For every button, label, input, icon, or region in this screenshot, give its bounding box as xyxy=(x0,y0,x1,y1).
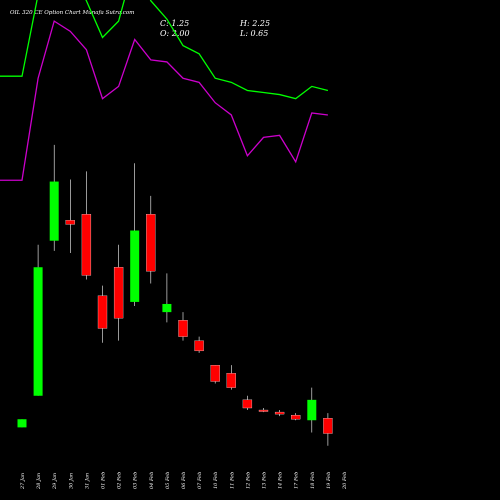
date-tick-label: 29 Jan xyxy=(52,473,58,490)
bearish-candle-body xyxy=(146,214,156,272)
candle xyxy=(97,285,108,343)
bearish-candle-body xyxy=(323,418,333,434)
date-tick-label: 12 Feb xyxy=(245,472,251,489)
date-tick-label: 04 Feb xyxy=(149,472,155,489)
date-tick-label: 03 Feb xyxy=(133,472,139,489)
candle xyxy=(49,144,59,251)
candle xyxy=(274,410,285,417)
candle xyxy=(65,179,75,253)
date-tick-label: 18 Feb xyxy=(310,472,316,489)
candle xyxy=(242,395,253,411)
bearish-candle-body xyxy=(194,340,204,352)
bullish-candle-body xyxy=(307,399,317,421)
bullish-candle-body xyxy=(162,303,172,313)
date-tick-label: 13 Feb xyxy=(262,472,268,489)
date-tick-label: 07 Feb xyxy=(197,472,203,489)
date-tick-label: 28 Jan xyxy=(36,473,42,490)
date-label-layer: 27 Jan 28 Jan 29 Jan 30 Jan 31 Jan 01 Feb 02 F… xyxy=(20,472,348,490)
close-readout: C: 1.25 xyxy=(160,19,190,28)
candle xyxy=(307,387,317,433)
bearish-candle-body xyxy=(226,373,236,388)
moving-average-layer xyxy=(0,0,329,181)
date-tick-label: 10 Feb xyxy=(213,472,219,489)
date-tick-label: 31 Jan xyxy=(84,473,90,489)
date-tick-label: 14 Feb xyxy=(278,472,284,489)
candle xyxy=(258,408,269,413)
bullish-candle-body xyxy=(33,267,43,396)
bullish-candle-body xyxy=(17,419,27,428)
date-tick-label: 19 Feb xyxy=(326,472,332,489)
high-readout: H: 2.25 xyxy=(240,19,271,28)
moving-average-line-2 xyxy=(0,20,328,181)
candle xyxy=(33,244,43,396)
candle xyxy=(162,273,172,323)
moving-average-line-1 xyxy=(0,0,329,100)
bearish-candle-body xyxy=(113,267,124,319)
bearish-candle-body xyxy=(65,220,75,225)
low-readout: L: 0.65 xyxy=(240,29,269,38)
date-tick-label: 17 Feb xyxy=(294,472,300,489)
bearish-candle-body xyxy=(291,414,301,420)
date-tick-label: 30 Jan xyxy=(68,473,74,489)
bearish-candle-body xyxy=(210,365,220,382)
candle xyxy=(178,312,188,341)
candle xyxy=(113,244,124,341)
bullish-candle-body xyxy=(130,230,140,302)
date-tick-label: 27 Jan xyxy=(20,473,26,490)
bearish-candle-body xyxy=(274,411,285,415)
candle xyxy=(291,413,301,421)
date-tick-label: 01 Feb xyxy=(101,472,107,489)
date-tick-label: 06 Feb xyxy=(181,472,187,489)
open-readout: O: 2.00 xyxy=(160,29,190,38)
chart-title: OIL 320 CE Option Chart Munafa Sutra.com xyxy=(10,10,135,16)
bullish-candle-body xyxy=(49,181,59,241)
date-tick-label: 20 Feb xyxy=(342,472,348,490)
candle xyxy=(210,365,220,384)
candle xyxy=(323,413,333,446)
date-tick-label: 11 Feb xyxy=(229,472,235,489)
date-tick-label: 02 Feb xyxy=(117,472,123,489)
bearish-candle-body xyxy=(178,320,188,337)
candle xyxy=(226,365,236,390)
candle xyxy=(130,163,140,306)
bearish-candle-body xyxy=(81,214,92,276)
candle-layer xyxy=(17,144,333,446)
candle xyxy=(146,195,156,284)
candle xyxy=(17,419,27,428)
bearish-candle-body xyxy=(97,295,108,329)
date-tick-label: 05 Feb xyxy=(165,472,171,489)
bearish-candle-body xyxy=(242,399,253,409)
candle xyxy=(194,336,204,353)
candle xyxy=(81,171,92,280)
bearish-candle-body xyxy=(258,409,269,412)
